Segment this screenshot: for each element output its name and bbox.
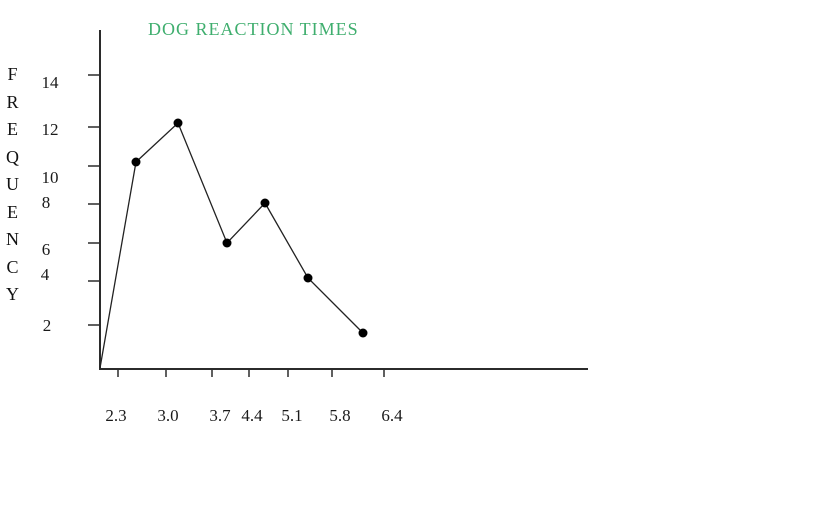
data-point-marker — [173, 118, 183, 128]
y-tick-label: 6 — [41, 240, 51, 259]
x-tick-label: 3.0 — [157, 406, 179, 425]
y-tick-label: 8 — [41, 193, 51, 212]
y-tick-label: 14 — [41, 73, 59, 92]
y-tick-label: 10 — [41, 168, 59, 187]
y-tick-label: 2 — [42, 316, 52, 335]
y-axis-label-letter: E — [7, 201, 18, 222]
x-tick-label: 5.8 — [329, 406, 351, 425]
y-axis-label-letter: R — [6, 91, 19, 112]
y-axis-label-letter: U — [6, 174, 19, 194]
x-tick-label: 4.4 — [241, 406, 263, 425]
data-point-marker — [131, 157, 141, 167]
y-tick-label: 12 — [41, 120, 59, 139]
y-axis-label-letter: Q — [6, 146, 19, 167]
y-axis-label-letter: F — [7, 64, 18, 84]
x-tick-label: 2.3 — [105, 406, 127, 425]
y-axis-label-letter: C — [6, 256, 19, 277]
chart-title: DOG REACTION TIMES — [148, 19, 359, 39]
y-axis-label-letter: E — [7, 119, 18, 139]
data-point-marker — [260, 198, 270, 208]
y-tick-label: 4 — [40, 265, 50, 284]
x-tick-label: 5.1 — [281, 406, 303, 425]
y-axis-label-letter: Y — [6, 284, 19, 304]
y-axis-label-letter: N — [6, 229, 19, 249]
x-tick-label: 6.4 — [381, 406, 403, 425]
data-point-marker — [303, 273, 313, 283]
data-point-marker — [358, 328, 368, 338]
x-tick-label: 3.7 — [209, 406, 231, 425]
data-point-marker — [222, 238, 232, 248]
